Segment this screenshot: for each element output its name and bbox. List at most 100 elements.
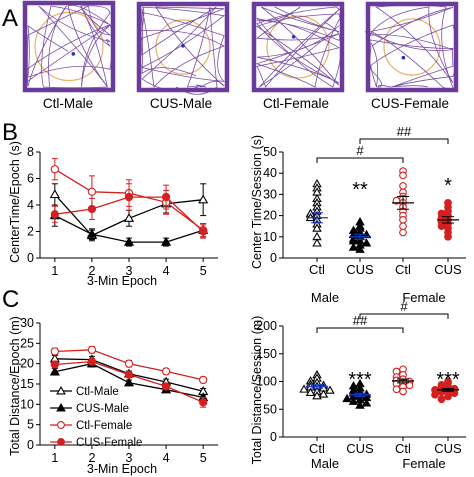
data-point: [124, 370, 134, 379]
data-point: [86, 228, 98, 238]
c-right-category-label: CUS: [434, 441, 462, 456]
legend-label-cus-female: CUS-Female: [76, 437, 142, 449]
c-right-y-tick-label: 0: [270, 430, 277, 444]
center-zone-circle: [383, 18, 441, 76]
data-point: [87, 204, 97, 214]
legend-marker: [56, 385, 66, 395]
data-point: [123, 236, 135, 246]
center-zone-circle: [155, 19, 211, 75]
data-point: [87, 357, 97, 366]
movement-track-path: [138, 6, 226, 95]
data-point: [50, 165, 59, 174]
panel-label-c: C: [2, 286, 19, 313]
data-point: [312, 223, 322, 232]
legend-label-cus-male: CUS-Male: [76, 403, 129, 415]
b-right-y-tick-label: 0: [270, 251, 277, 265]
y-axis-label-center-time-epoch: CenterTime/Epoch (s): [8, 141, 22, 263]
c-right-y-tick-label: 100: [256, 375, 277, 389]
x-axis-label-epoch-c: 3-Min Epoch: [87, 462, 157, 476]
b-right-category-label: CUS: [434, 262, 462, 277]
start-point-dot: [181, 44, 185, 48]
data-point: [399, 387, 407, 396]
c-left-y-tick-label: 25: [20, 336, 34, 350]
b-left-x-tick-label: 5: [200, 264, 207, 278]
data-point: [49, 189, 60, 199]
b-right-y-tick-label: 30: [263, 187, 277, 201]
data-point: [199, 227, 208, 236]
b-left-y-tick-label: 2: [27, 225, 34, 239]
c-right-category-label: Ctl: [309, 441, 325, 456]
panel-label-b: B: [2, 119, 18, 146]
data-point: [355, 244, 365, 253]
b-left-x-tick-label: 4: [163, 264, 170, 278]
data-point: [124, 192, 134, 202]
data-point: [342, 393, 352, 403]
data-point: [318, 389, 329, 398]
track-plots: [22, 0, 459, 95]
c-left-y-tick-label: 15: [20, 377, 34, 391]
data-point: [399, 215, 407, 224]
start-point-dot: [71, 52, 76, 56]
b-right-category-label: Ctl: [309, 262, 325, 277]
c-right-y-tick-label: 50: [263, 402, 277, 416]
b-right-bracket-label: #: [356, 143, 364, 158]
data-point: [392, 385, 401, 394]
data-point: [305, 387, 316, 396]
track-label-cus-female: CUS-Female: [371, 96, 449, 111]
start-point-dot: [401, 55, 406, 60]
group-label-female-b: Female: [402, 290, 445, 305]
comparison-bracket: [359, 138, 449, 144]
legend-marker: [57, 438, 65, 446]
data-point: [299, 384, 309, 393]
arena-wall-path: [22, 0, 116, 93]
c-right-bracket-label: ##: [353, 313, 368, 328]
group-label-male-b: Male: [311, 290, 339, 305]
data-point: [87, 345, 97, 354]
start-point-dot: [291, 34, 296, 39]
c-left-x-tick-label: 5: [200, 451, 207, 465]
c-right-category-label: CUS: [346, 441, 374, 456]
data-point: [399, 171, 407, 180]
c-right-bracket-label: #: [400, 299, 408, 314]
c-right-category-label: Ctl: [395, 441, 411, 456]
data-point: [123, 213, 135, 222]
b-left-y-tick-label: 4: [27, 198, 34, 212]
panel-label-a: A: [2, 5, 18, 32]
data-point: [399, 228, 407, 237]
b-left-y-tick-label: 8: [27, 145, 34, 159]
c-left-y-tick-label: 10: [20, 397, 34, 411]
comparison-bracket: [359, 313, 449, 319]
y-axis-label-distance-epoch: Total Distance/Epoch (m): [8, 316, 22, 456]
data-point: [312, 238, 322, 247]
data-point: [160, 236, 172, 246]
data-point: [361, 398, 372, 407]
comparison-bracket: [316, 157, 404, 163]
data-point: [399, 222, 407, 231]
center-zone-circle: [34, 11, 104, 82]
data-point: [50, 210, 59, 219]
data-point: [199, 398, 208, 407]
b-right-bracket-label: ##: [397, 124, 412, 139]
x-axis-label-epoch-b: 3-Min Epoch: [87, 274, 157, 288]
movement-track-path: [255, 6, 345, 88]
data-point: [49, 366, 60, 376]
data-point: [437, 222, 446, 231]
data-point: [348, 396, 359, 405]
legend-marker: [56, 402, 66, 412]
b-right-y-tick-label: 10: [263, 230, 277, 244]
legend-marker: [57, 421, 65, 429]
legend-label-ctl-female: Ctl-Female: [76, 420, 132, 432]
group-label-male-c: Male: [311, 456, 339, 471]
c-right-significance-label: ***: [436, 369, 460, 391]
data-point: [198, 194, 209, 204]
arena-wall-path: [365, 1, 459, 93]
c-right-y-tick-label: 200: [256, 319, 277, 333]
b-right-significance-label: *: [444, 175, 452, 197]
b-left-x-tick-label: 2: [88, 264, 95, 278]
y-axis-label-center-time-session: Center Time/Session (s): [250, 135, 264, 269]
b-left-y-tick-label: 6: [27, 172, 34, 186]
c-left-x-tick-label: 1: [51, 451, 58, 465]
